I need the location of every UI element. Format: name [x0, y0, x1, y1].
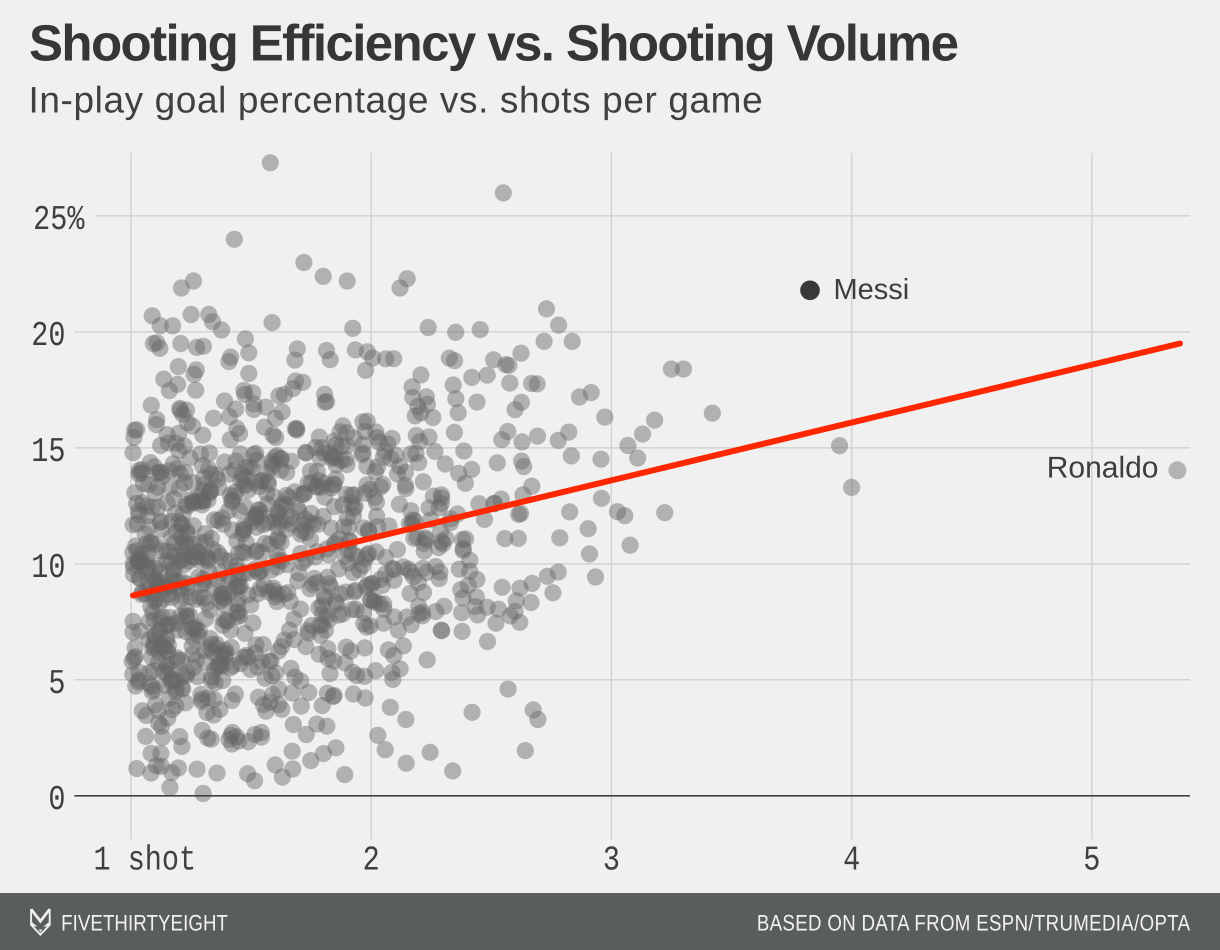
svg-text:10: 10 — [31, 549, 65, 588]
svg-text:In-play goal percentage vs. sh: In-play goal percentage vs. shots per ga… — [29, 79, 764, 120]
svg-text:5: 5 — [1083, 842, 1100, 881]
svg-text:Shooting Efficiency vs. Shooti: Shooting Efficiency vs. Shooting Volume — [29, 15, 958, 72]
svg-text:2: 2 — [363, 842, 380, 881]
svg-text:1 shot: 1 shot — [94, 842, 197, 881]
svg-text:3: 3 — [603, 842, 620, 881]
svg-text:BASED ON DATA FROM ESPN/TRUMED: BASED ON DATA FROM ESPN/TRUMEDIA/OPTA — [757, 911, 1191, 936]
svg-text:4: 4 — [843, 842, 860, 881]
svg-text:25%: 25% — [33, 201, 85, 240]
svg-text:15: 15 — [31, 433, 65, 472]
svg-text:Messi: Messi — [834, 274, 910, 306]
svg-text:Ronaldo: Ronaldo — [1047, 452, 1159, 485]
svg-text:20: 20 — [31, 317, 65, 356]
svg-text:0: 0 — [48, 781, 65, 820]
svg-text:FIVETHIRTYEIGHT: FIVETHIRTYEIGHT — [61, 911, 228, 936]
svg-text:5: 5 — [48, 665, 65, 704]
